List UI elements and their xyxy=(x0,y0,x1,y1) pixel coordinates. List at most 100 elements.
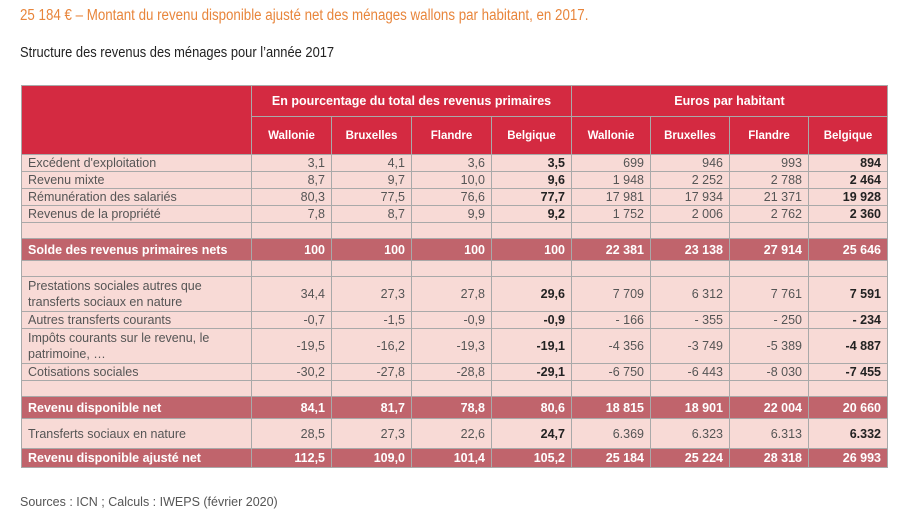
cell: 24,7 xyxy=(491,418,572,449)
cell: 25 224 xyxy=(650,448,730,468)
cell: -1,5 xyxy=(331,311,412,329)
cell: 8,7 xyxy=(331,205,412,223)
cell: 77,7 xyxy=(491,188,572,206)
spacer-row xyxy=(21,222,888,239)
cell: -8 030 xyxy=(729,363,809,381)
cell: 84,1 xyxy=(251,396,332,419)
headline: 25 184 € – Montant du revenu disponible … xyxy=(20,7,589,24)
cell: - 355 xyxy=(650,311,730,329)
cell: -0,9 xyxy=(491,311,572,329)
cell: 21 371 xyxy=(729,188,809,206)
cell: 7 761 xyxy=(729,276,809,312)
table-row: Cotisations sociales -30,2 -27,8 -28,8 -… xyxy=(21,363,888,381)
cell: 7,8 xyxy=(251,205,332,223)
col-header-bruxelles-pct: Bruxelles xyxy=(331,116,412,155)
source-note: Sources : ICN ; Calculs : IWEPS (février… xyxy=(20,495,278,509)
cell: 100 xyxy=(491,238,572,261)
col-header-wallonie-pct: Wallonie xyxy=(251,116,332,155)
cell: 946 xyxy=(650,154,730,172)
cell: 2 360 xyxy=(808,205,888,223)
cell: -16,2 xyxy=(331,328,412,364)
cell: 100 xyxy=(251,238,332,261)
cell: 2 006 xyxy=(650,205,730,223)
cell: 7 709 xyxy=(571,276,651,312)
cell: 19 928 xyxy=(808,188,888,206)
cell: 17 981 xyxy=(571,188,651,206)
table-row: Autres transferts courants -0,7 -1,5 -0,… xyxy=(21,311,888,329)
cell: 9,6 xyxy=(491,171,572,189)
row-label: Transferts sociaux en nature xyxy=(21,418,252,449)
cell: - 166 xyxy=(571,311,651,329)
cell: 25 646 xyxy=(808,238,888,261)
cell: 6.332 xyxy=(808,418,888,449)
cell: 28 318 xyxy=(729,448,809,468)
cell: 112,5 xyxy=(251,448,332,468)
cell: -28,8 xyxy=(411,363,492,381)
row-label: Impôts courants sur le revenu, le patrim… xyxy=(21,328,252,364)
row-label: Revenu mixte xyxy=(21,171,252,189)
cell: 80,3 xyxy=(251,188,332,206)
cell: -3 749 xyxy=(650,328,730,364)
row-label: Cotisations sociales xyxy=(21,363,252,381)
cell: -6 443 xyxy=(650,363,730,381)
cell: 10,0 xyxy=(411,171,492,189)
table-row: Revenus de la propriété 7,8 8,7 9,9 9,2 … xyxy=(21,205,888,223)
cell: 3,6 xyxy=(411,154,492,172)
cell: -27,8 xyxy=(331,363,412,381)
cell: 6.369 xyxy=(571,418,651,449)
cell: 6.313 xyxy=(729,418,809,449)
cell: 77,5 xyxy=(331,188,412,206)
row-label: Revenus de la propriété xyxy=(21,205,252,223)
cell: 993 xyxy=(729,154,809,172)
cell: -19,5 xyxy=(251,328,332,364)
row-label: Autres transferts courants xyxy=(21,311,252,329)
cell: -6 750 xyxy=(571,363,651,381)
cell: 18 815 xyxy=(571,396,651,419)
cell: - 250 xyxy=(729,311,809,329)
cell: 1 948 xyxy=(571,171,651,189)
cell: 9,9 xyxy=(411,205,492,223)
cell: 9,7 xyxy=(331,171,412,189)
table-row: Prestations sociales autres que transfer… xyxy=(21,276,888,312)
cell: 29,6 xyxy=(491,276,572,312)
col-header-flandre-eur: Flandre xyxy=(729,116,809,155)
cell: 894 xyxy=(808,154,888,172)
row-label: Prestations sociales autres que transfer… xyxy=(21,276,252,312)
cell: 3,1 xyxy=(251,154,332,172)
cell: -29,1 xyxy=(491,363,572,381)
cell: 100 xyxy=(411,238,492,261)
col-header-belgique-pct: Belgique xyxy=(491,116,572,155)
cell: 2 252 xyxy=(650,171,730,189)
row-label: Excédent d'exploitation xyxy=(21,154,252,172)
cell: 27,3 xyxy=(331,276,412,312)
cell: -7 455 xyxy=(808,363,888,381)
cell: 6 312 xyxy=(650,276,730,312)
cell: -4 356 xyxy=(571,328,651,364)
cell: 27,8 xyxy=(411,276,492,312)
cell: 27,3 xyxy=(331,418,412,449)
cell: 100 xyxy=(331,238,412,261)
group-header-percentage: En pourcentage du total des revenus prim… xyxy=(251,85,572,117)
total-row: Solde des revenus primaires nets 100 100… xyxy=(21,238,888,261)
cell: -5 389 xyxy=(729,328,809,364)
cell: 22 381 xyxy=(571,238,651,261)
cell: 7 591 xyxy=(808,276,888,312)
cell: 2 762 xyxy=(729,205,809,223)
col-header-flandre-pct: Flandre xyxy=(411,116,492,155)
cell: - 234 xyxy=(808,311,888,329)
income-structure-table: En pourcentage du total des revenus prim… xyxy=(21,85,888,468)
cell: 78,8 xyxy=(411,396,492,419)
cell: 34,4 xyxy=(251,276,332,312)
cell: 27 914 xyxy=(729,238,809,261)
cell: 76,6 xyxy=(411,188,492,206)
cell: 2 788 xyxy=(729,171,809,189)
cell: -0,7 xyxy=(251,311,332,329)
cell: 22 004 xyxy=(729,396,809,419)
table-row: Revenu mixte 8,7 9,7 10,0 9,6 1 948 2 25… xyxy=(21,171,888,189)
row-label: Revenu disponible net xyxy=(21,396,252,419)
cell: 105,2 xyxy=(491,448,572,468)
group-header-euros: Euros par habitant xyxy=(571,85,888,117)
cell: 18 901 xyxy=(650,396,730,419)
col-header-bruxelles-eur: Bruxelles xyxy=(650,116,730,155)
cell: -4 887 xyxy=(808,328,888,364)
